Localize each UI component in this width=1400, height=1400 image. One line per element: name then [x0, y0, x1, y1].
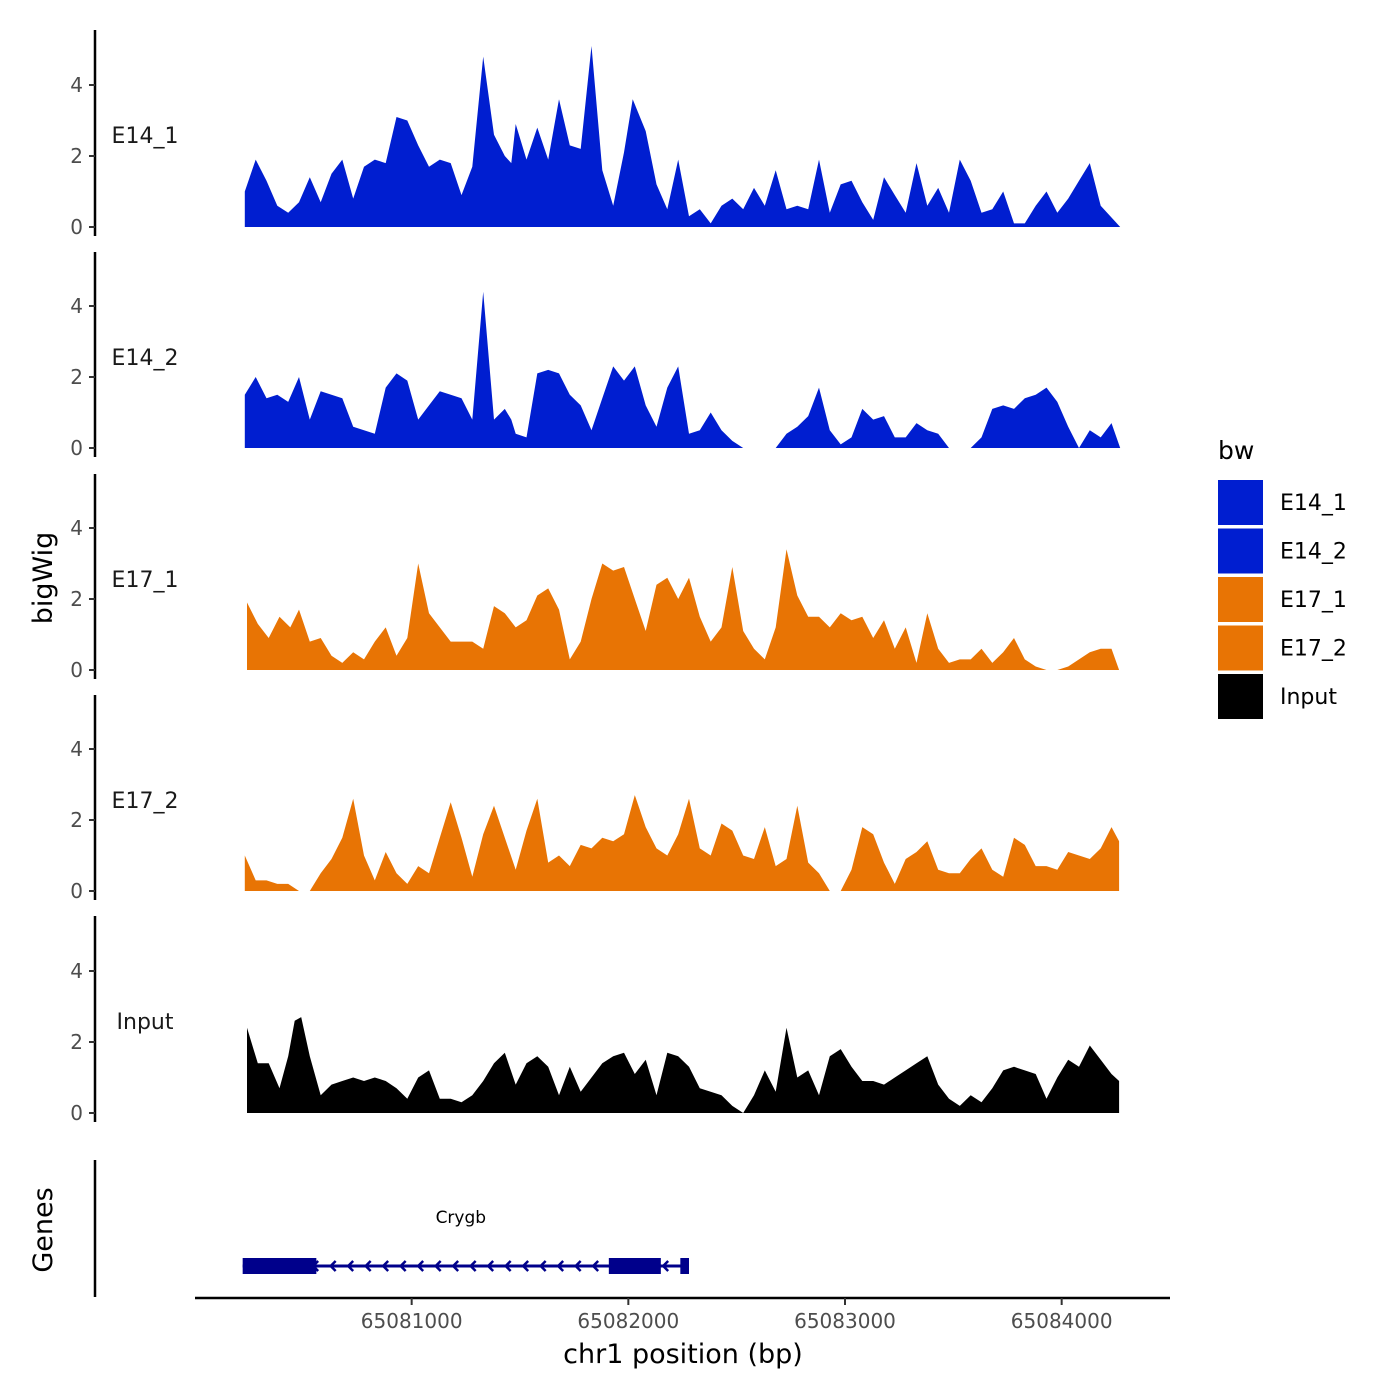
- gene-exon: [608, 1258, 661, 1274]
- strand-arrow: [328, 1260, 337, 1272]
- legend-label: E17_1: [1280, 588, 1347, 613]
- track-label: E14_1: [112, 124, 179, 149]
- track-label: E17_2: [112, 789, 179, 814]
- track-label: Input: [117, 1010, 174, 1035]
- track-label: E14_2: [112, 346, 179, 371]
- y-tick-label: 2: [70, 1030, 83, 1054]
- signal-tracks: 0 2 4 E14_1 0 2 4 E14_2 0 2 4 E17_1 0 2 4 E17_2 0 2 4 Input: [70, 30, 1121, 1125]
- x-tick-label: 65083000: [794, 1309, 896, 1333]
- strand-arrow: [486, 1260, 495, 1272]
- track-e17_2: 0 2 4 E17_2: [70, 695, 1120, 903]
- legend-item-e17_2: E17_2: [1218, 625, 1347, 671]
- gene-crygb: Crygb: [242, 1208, 689, 1274]
- y-tick-label: 4: [70, 73, 83, 97]
- legend-swatch: [1218, 625, 1263, 671]
- strand-arrow: [661, 1260, 670, 1272]
- strand-arrow: [433, 1260, 442, 1272]
- strand-arrow: [521, 1260, 530, 1272]
- legend: bw E14_1 E14_2 E17_1 E17_2 Input: [1218, 436, 1347, 719]
- track-e14_2: 0 2 4 E14_2: [70, 252, 1121, 460]
- strand-arrow: [346, 1260, 355, 1272]
- y-tick-label: 2: [70, 365, 83, 389]
- strand-arrow: [503, 1260, 512, 1272]
- gene-exon: [242, 1258, 317, 1274]
- signal-area-input: [247, 1017, 1120, 1113]
- y-tick-label: 0: [70, 436, 83, 460]
- legend-swatch: [1218, 577, 1263, 622]
- strand-arrow: [468, 1260, 477, 1272]
- y-tick-label: 0: [70, 215, 83, 239]
- strand-arrow: [538, 1260, 547, 1272]
- legend-item-e14_2: E14_2: [1218, 528, 1347, 574]
- x-tick-label: 65082000: [577, 1309, 679, 1333]
- y-tick-label: 4: [70, 516, 83, 540]
- legend-swatch: [1218, 674, 1263, 719]
- x-axis-title: chr1 position (bp): [563, 1339, 803, 1370]
- strand-arrow: [363, 1260, 372, 1272]
- gene-track: Genes Crygb: [28, 1160, 689, 1297]
- strand-arrow: [451, 1260, 460, 1272]
- legend-swatch: [1218, 480, 1263, 525]
- legend-item-e17_1: E17_1: [1218, 577, 1347, 622]
- y-axis-title: bigWig: [28, 532, 59, 625]
- strand-arrow: [398, 1260, 407, 1272]
- legend-label: Input: [1280, 685, 1337, 710]
- legend-title: bw: [1218, 436, 1254, 465]
- y-tick-label: 2: [70, 144, 83, 168]
- gene-exon: [680, 1258, 689, 1274]
- track-e14_1: 0 2 4 E14_1: [70, 30, 1121, 239]
- y-tick-label: 0: [70, 1101, 83, 1125]
- track-label: E17_1: [112, 568, 179, 593]
- y-tick-label: 2: [70, 808, 83, 832]
- track-input: 0 2 4 Input: [70, 916, 1120, 1125]
- signal-area-e14_1: [244, 46, 1121, 227]
- strand-arrow: [573, 1260, 582, 1272]
- gene-track-label: Genes: [28, 1187, 59, 1272]
- legend-item-e14_1: E14_1: [1218, 480, 1347, 525]
- gene-name-label: Crygb: [436, 1208, 487, 1228]
- legend-label: E14_1: [1280, 491, 1347, 516]
- track-e17_1: 0 2 4 E17_1: [70, 474, 1120, 682]
- legend-label: E17_2: [1280, 637, 1347, 662]
- legend-label: E14_2: [1280, 540, 1347, 565]
- x-axis: 65081000 65082000 65083000 65084000: [195, 1296, 1170, 1333]
- x-tick-label: 65084000: [1011, 1309, 1113, 1333]
- strand-arrow: [556, 1260, 565, 1272]
- strand-arrow: [381, 1260, 390, 1272]
- x-tick-label: 65081000: [361, 1309, 463, 1333]
- legend-swatch: [1218, 528, 1263, 574]
- strand-arrow: [591, 1260, 600, 1272]
- signal-area-e17_1: [247, 549, 1120, 670]
- legend-item-input: Input: [1218, 674, 1337, 719]
- y-tick-label: 0: [70, 879, 83, 903]
- y-tick-label: 0: [70, 658, 83, 682]
- signal-area-e14_2: [244, 291, 1121, 448]
- y-tick-label: 4: [70, 737, 83, 761]
- y-tick-label: 4: [70, 294, 83, 318]
- y-tick-label: 2: [70, 587, 83, 611]
- signal-area-e17_2: [244, 795, 1120, 891]
- y-tick-label: 4: [70, 959, 83, 983]
- strand-arrow: [416, 1260, 425, 1272]
